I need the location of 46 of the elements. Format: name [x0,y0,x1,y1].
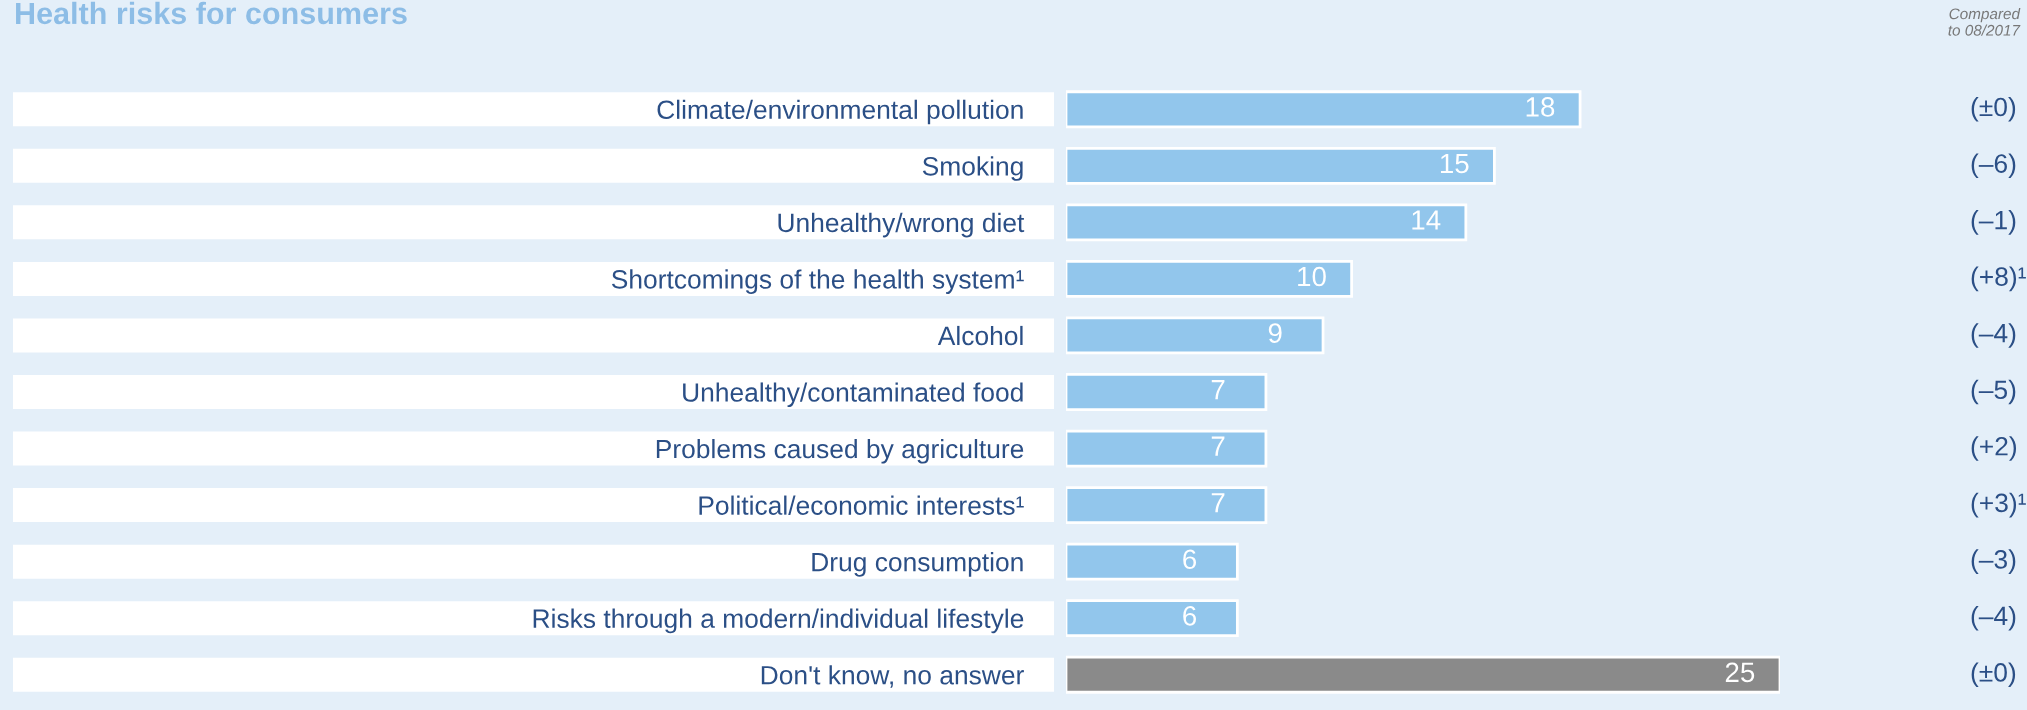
bar [1066,486,1268,525]
bar [1066,316,1325,355]
text: Health risks for consumers [16,1,407,25]
data-label: 25 [1725,662,1755,683]
y-tick-label: Don't know, no answer [761,665,1024,688]
data-label: 6 [1183,549,1197,570]
y-tick-label: Shortcomings of the health system¹ [611,269,1024,294]
text: (–1) [1971,210,2016,235]
y-tick-label: Risks through a modern/individual lifestyle [533,608,1024,634]
data-label: 18 [1526,97,1555,117]
text: (–5) [1971,379,2016,405]
text: (–4) [1971,605,2016,631]
data-label: 14 [1412,210,1441,230]
bar [1066,542,1239,581]
data-label: 7 [1211,380,1225,400]
y-tick-label: Political/economic interests¹ [699,495,1024,515]
text: (+8)¹ [1971,266,2026,292]
bar [1066,429,1268,468]
data-label: 15 [1440,153,1469,174]
bar [1066,655,1780,694]
y-tick-label: Problems caused by agriculture [656,438,1024,464]
data-label: 7 [1211,436,1225,456]
y-tick-label: Climate/environmental pollution [657,99,1023,125]
text: (±0) [1971,662,2016,688]
data-label: 6 [1183,605,1197,626]
y-tick-label: Alcohol [937,325,1023,346]
data-label: 7 [1211,493,1225,513]
bar [1066,203,1468,242]
bar [1066,146,1496,185]
data-label: 9 [1268,323,1282,343]
text: (±0) [1971,96,2016,122]
y-tick-label: Unhealthy/wrong diet [778,212,1025,238]
text: (+2) [1971,436,2017,461]
data-label: 10 [1298,266,1326,287]
text: Compared to 08/2017 [1948,8,2021,36]
y-tick-label: Unhealthy/contaminated food [683,382,1023,408]
bar [1066,373,1268,411]
text: (+3)¹ [1971,492,2026,518]
y-tick-label: Smoking [922,156,1023,181]
y-tick-label: Drug consumption [812,552,1023,577]
text: (–3) [1971,549,2016,574]
bar [1066,599,1239,638]
bar [1066,259,1353,298]
bar [1066,90,1582,129]
text: (–6) [1971,153,2016,179]
text: (–4) [1971,323,2016,348]
